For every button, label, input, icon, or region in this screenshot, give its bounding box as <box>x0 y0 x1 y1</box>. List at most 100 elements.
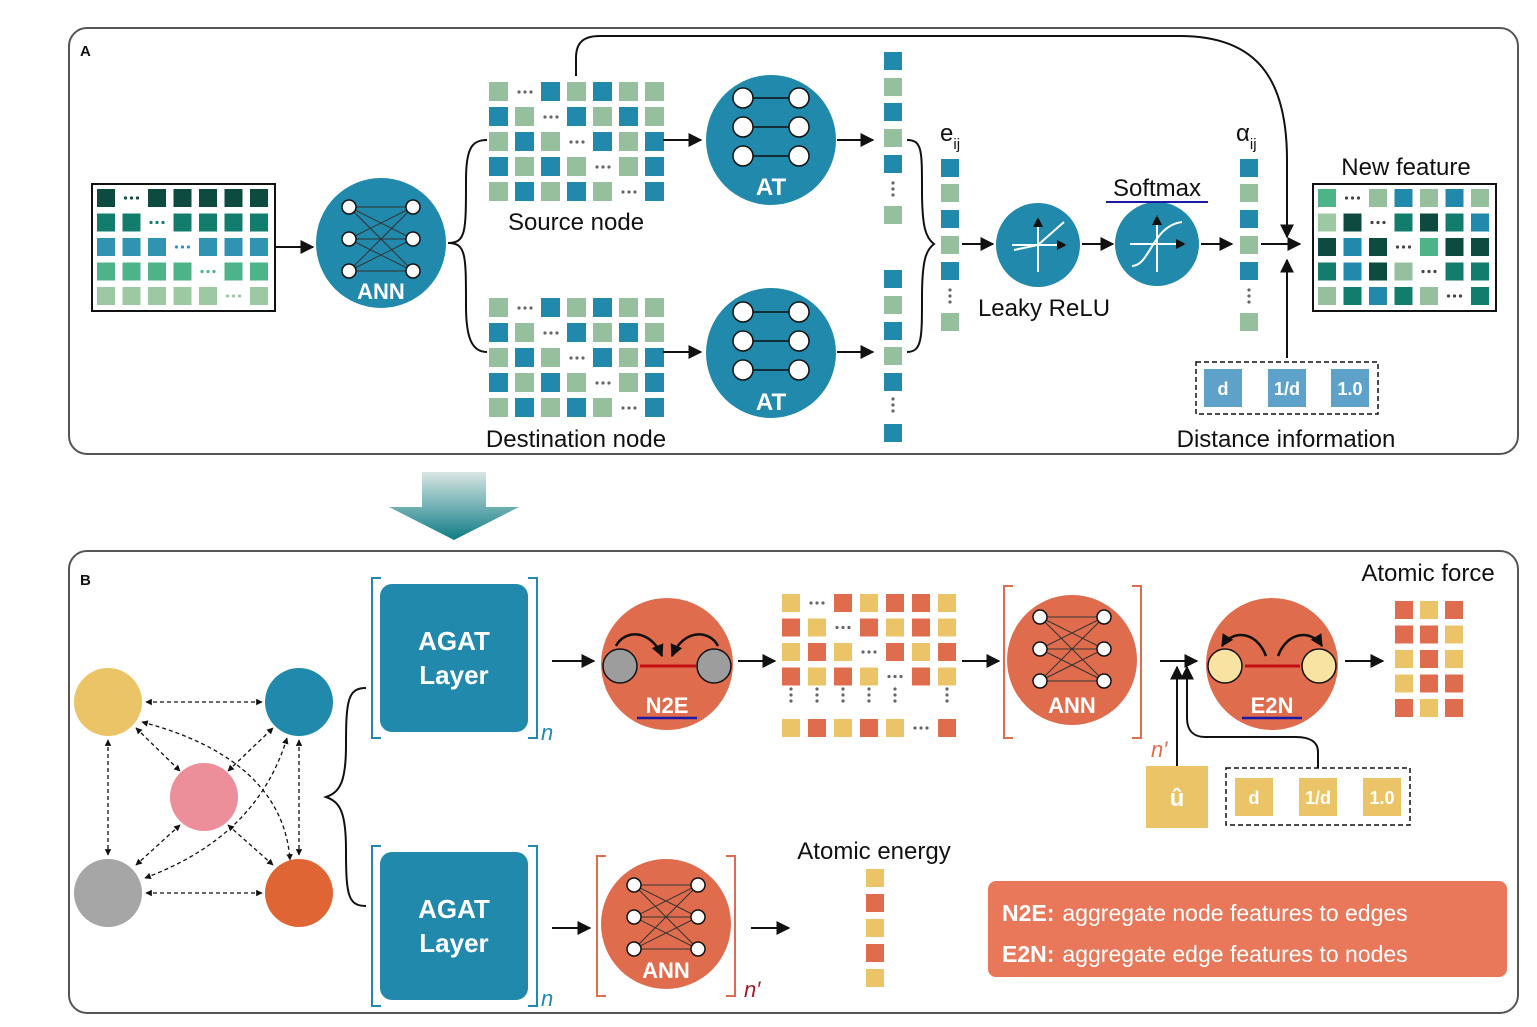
ellipsis-dot <box>891 187 895 191</box>
matrix-cell <box>541 157 560 176</box>
matrix-cell <box>1420 699 1438 717</box>
matrix-cell <box>541 82 560 101</box>
ellipsis-dot <box>595 165 599 169</box>
matrix-cell <box>1318 189 1336 207</box>
ellipsis-dot <box>861 650 865 654</box>
ellipsis-dot <box>821 601 825 605</box>
ellipsis-dot <box>867 699 871 703</box>
input-feature-matrix <box>91 183 276 312</box>
matrix-cell <box>489 182 508 201</box>
leaky-relu-icon <box>1012 217 1067 272</box>
matrix-cell <box>884 424 902 442</box>
ellipsis-dot <box>174 245 179 249</box>
distance-b-item-one: 1.0 <box>1369 788 1394 808</box>
e2n-label: E2N <box>1251 693 1294 718</box>
matrix-cell <box>619 82 638 101</box>
ellipsis-dot <box>893 699 897 703</box>
repeat-n-prime-top: n′ <box>1151 737 1168 762</box>
ellipsis-dot <box>847 625 851 630</box>
matrix-cell <box>866 869 884 887</box>
matrix-cell <box>938 719 956 737</box>
ellipsis-dot <box>543 331 547 335</box>
matrix-cell <box>938 594 956 612</box>
matrix-cell <box>567 157 586 176</box>
matrix-cell <box>619 132 638 151</box>
merge-brace-a <box>906 139 936 353</box>
neuron <box>732 145 754 167</box>
ellipsis-dot <box>1407 245 1412 249</box>
matrix-cell <box>489 132 508 151</box>
ellipsis-dot <box>948 300 952 304</box>
matrix-cell <box>1420 674 1438 693</box>
matrix-cell <box>941 184 959 202</box>
ellipsis-dot <box>867 687 871 691</box>
alpha-ij-vector <box>1240 159 1258 331</box>
ellipsis-dot <box>841 687 845 691</box>
ellipsis-dot <box>123 196 128 200</box>
matrix-cell <box>645 132 664 151</box>
attention-icon <box>732 301 810 381</box>
matrix-cell <box>148 262 166 281</box>
distance-information-box-b: d 1/d 1.0 <box>1225 767 1411 826</box>
ellipsis-dot <box>633 406 637 410</box>
matrix-cell <box>884 52 902 70</box>
matrix-cell <box>941 236 959 254</box>
matrix-cell <box>1395 601 1413 619</box>
matrix-cell <box>515 132 534 151</box>
ellipsis-dot <box>621 406 625 410</box>
matrix-cell <box>808 667 826 686</box>
ellipsis-dot <box>867 650 871 654</box>
atomic-energy-label: Atomic energy <box>797 838 950 865</box>
matrix-cell <box>860 594 878 612</box>
neuron <box>1096 609 1112 625</box>
neuron <box>690 941 706 957</box>
matrix-cell <box>1445 650 1463 668</box>
matrix-cell <box>593 182 612 201</box>
ellipsis-dot <box>891 403 895 407</box>
ellipsis-dot <box>1458 294 1463 298</box>
matrix-cell <box>1240 159 1258 177</box>
ellipsis-dot <box>1247 294 1251 298</box>
attention-vector-source <box>884 52 902 224</box>
matrix-cell <box>97 262 115 281</box>
matrix-cell <box>884 129 902 147</box>
ellipsis-dot <box>1247 288 1251 292</box>
ellipsis-dot <box>1382 220 1386 225</box>
matrix-cell <box>541 132 560 151</box>
neuron <box>788 359 810 381</box>
matrix-cell <box>541 298 560 317</box>
ellipsis-dot <box>789 699 793 703</box>
matrix-cell <box>941 210 959 228</box>
matrix-cell <box>515 107 534 126</box>
ellipsis-dot <box>549 331 553 335</box>
matrix-cell <box>567 373 586 392</box>
matrix-cell <box>224 189 243 207</box>
ellipsis-dot <box>607 165 611 169</box>
agat-layer-top: AGAT Layer n <box>371 577 553 745</box>
ellipsis-dot <box>633 190 637 194</box>
matrix-cell <box>912 667 930 686</box>
matrix-cell <box>593 348 612 367</box>
matrix-cell <box>489 348 508 367</box>
neuron <box>732 87 754 109</box>
matrix-cell <box>567 323 586 342</box>
transition-arrow <box>389 472 519 540</box>
ellipsis-dot <box>149 220 153 225</box>
matrix-cell <box>1471 238 1489 256</box>
ellipsis-dot <box>789 693 793 697</box>
e2n-circle: E2N <box>1206 598 1338 730</box>
matrix-cell <box>884 373 902 391</box>
ellipsis-dot <box>135 196 140 200</box>
matrix-cell <box>199 213 217 232</box>
matrix-cell <box>489 82 508 101</box>
matrix-cell <box>619 323 638 342</box>
matrix-cell <box>1420 189 1438 207</box>
ellipsis-dot <box>841 625 845 630</box>
matrix-cell <box>515 182 534 201</box>
matrix-cell <box>515 323 534 342</box>
ellipsis-dot <box>225 294 230 298</box>
matrix-cell <box>199 189 217 207</box>
neuron <box>626 941 642 957</box>
ellipsis-dot <box>815 601 819 605</box>
ann-network-icon <box>626 877 706 957</box>
